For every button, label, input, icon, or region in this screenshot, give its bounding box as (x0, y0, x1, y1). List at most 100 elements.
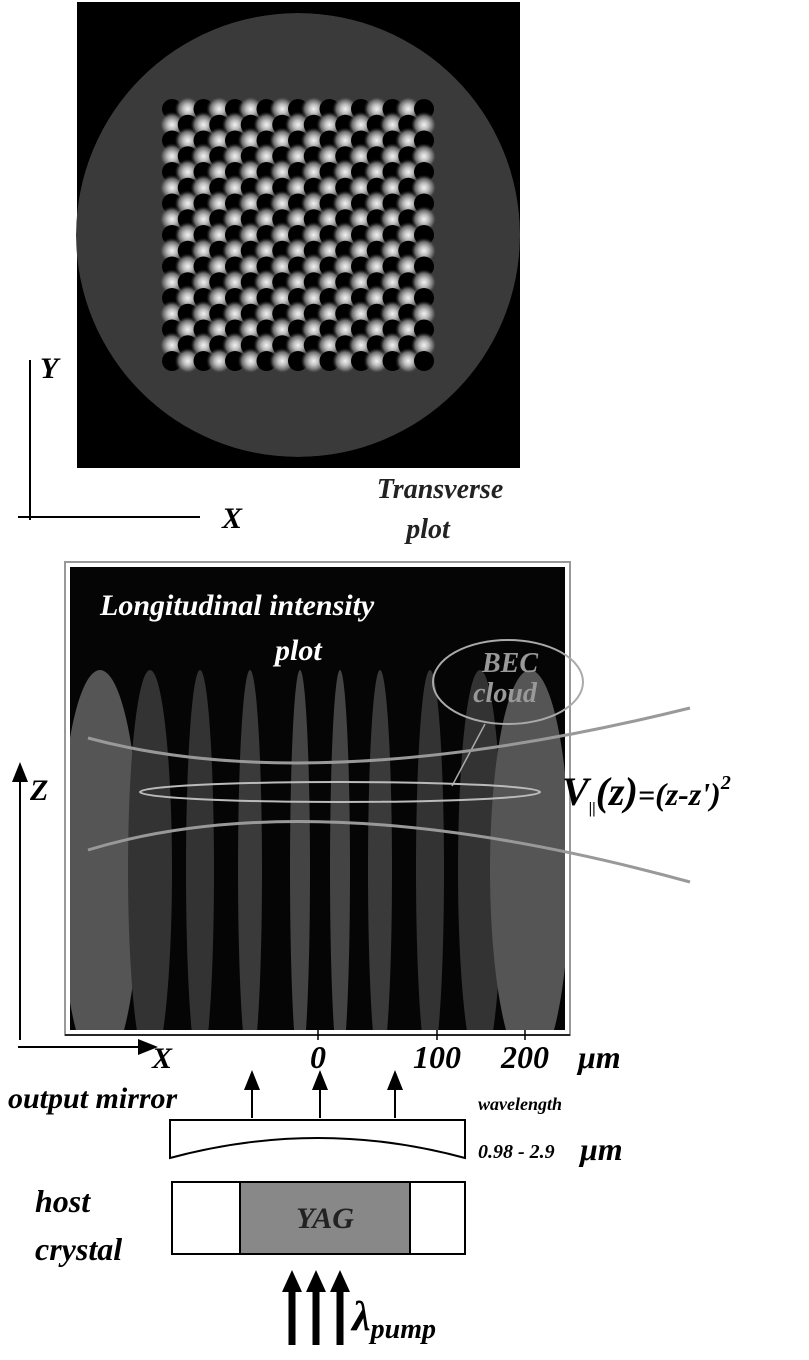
bright-spot (190, 269, 217, 296)
intensity-lobes (70, 670, 565, 1030)
bright-spot (159, 269, 185, 296)
unit: μm (576, 1039, 621, 1075)
bright-spot (237, 159, 264, 185)
caption: plot (404, 514, 451, 545)
bright-spot (379, 174, 406, 201)
bright-spot (300, 253, 327, 280)
wavelength-range: 0.98 - 2.9 (478, 1141, 555, 1163)
bright-spot (159, 206, 185, 233)
bright-spot (222, 206, 248, 233)
bright-spot (411, 300, 437, 327)
bright-spot (379, 332, 406, 359)
bright-spot (332, 127, 359, 154)
bright-spot (237, 222, 264, 248)
bright-spot (395, 190, 422, 217)
lobe (238, 670, 262, 1030)
bright-spot (222, 332, 248, 359)
bright-spot (411, 332, 437, 359)
bright-spot (411, 143, 437, 170)
bright-spot (174, 127, 201, 154)
bright-spot (300, 96, 327, 122)
lobe (490, 670, 565, 1030)
bright-spot (348, 111, 374, 138)
lobe (368, 670, 392, 1030)
bright-spot (174, 316, 201, 343)
bright-spot (411, 269, 437, 296)
yag-label: YAG (296, 1202, 354, 1235)
bright-spot (316, 174, 343, 201)
bright-spot (269, 96, 296, 122)
bright-spot (222, 143, 248, 170)
plot-title: plot (272, 634, 323, 667)
bright-spot (395, 285, 422, 311)
bright-spot (174, 348, 201, 374)
bright-spot (363, 222, 390, 248)
bright-spot (222, 237, 248, 264)
bright-spot (300, 190, 327, 217)
bright-spot (253, 143, 280, 170)
x-label: X (221, 502, 243, 535)
bright-spot (395, 348, 422, 374)
lobe (290, 670, 310, 1030)
x-label: X (151, 1042, 173, 1075)
bright-spot (379, 206, 406, 233)
lobe (70, 670, 140, 1030)
bright-spot (316, 269, 343, 296)
bright-spot (237, 253, 264, 280)
bright-spot (348, 269, 374, 296)
bright-spot (379, 111, 406, 138)
dark-node (414, 351, 434, 371)
bright-spot (190, 143, 217, 170)
bright-spot (348, 237, 374, 264)
bright-spot (253, 332, 280, 359)
bright-spot (253, 300, 280, 327)
bright-spot (159, 174, 185, 201)
bright-spot (316, 332, 343, 359)
bright-spot (285, 111, 311, 138)
bright-spot (222, 174, 248, 201)
bright-spot (316, 143, 343, 170)
lobe (458, 670, 502, 1030)
bright-spot (411, 111, 437, 138)
bright-spot (411, 174, 437, 201)
bright-spot (363, 316, 390, 343)
bright-spot (300, 348, 327, 374)
bright-spot (269, 316, 296, 343)
potential: V||(z)=(z-z')2 (562, 769, 731, 817)
ticks: 0 100 200 (310, 1030, 549, 1075)
bright-spot (253, 237, 280, 264)
bright-spot (222, 300, 248, 327)
bright-spot (300, 127, 327, 154)
bright-spot (300, 285, 327, 311)
output-arrows (244, 1070, 403, 1118)
bright-spot (395, 96, 422, 122)
bright-spot (206, 253, 233, 280)
bright-spot (300, 316, 327, 343)
bright-spot (190, 111, 217, 138)
crystal-label: host (35, 1183, 91, 1219)
beam-edge (87, 820, 691, 884)
bright-spot (285, 269, 311, 296)
bright-spot (269, 348, 296, 374)
crystal-label: crystal (35, 1231, 122, 1267)
bright-spot (379, 143, 406, 170)
bright-spot (285, 143, 311, 170)
bright-spot (159, 143, 185, 170)
plot-title: Longitudinal intensity (99, 589, 375, 622)
bright-spot (332, 253, 359, 280)
bright-spot (206, 222, 233, 248)
bec-oval (432, 639, 584, 725)
bright-spot (348, 174, 374, 201)
bright-spot (285, 174, 311, 201)
bright-spot (174, 285, 201, 311)
bright-spot (206, 159, 233, 185)
bright-spot (253, 111, 280, 138)
bright-spot (190, 332, 217, 359)
tick-label: 0 (310, 1039, 326, 1075)
bright-spot (253, 174, 280, 201)
y-label: Y (40, 352, 61, 385)
bright-spot (206, 316, 233, 343)
bright-spot (159, 300, 185, 327)
bright-spot (316, 111, 343, 138)
bright-spot (206, 285, 233, 311)
